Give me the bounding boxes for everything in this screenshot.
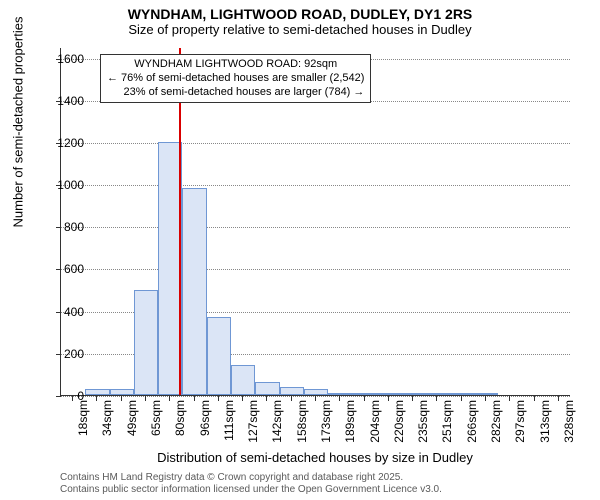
- x-tick-label: 173sqm: [319, 400, 333, 443]
- x-tick-mark: [509, 396, 510, 401]
- x-tick-label: 204sqm: [368, 400, 382, 443]
- x-tick-label: 142sqm: [270, 400, 284, 443]
- x-tick-mark: [461, 396, 462, 401]
- x-tick-label: 80sqm: [173, 400, 187, 436]
- histogram-bar: [377, 393, 401, 395]
- y-tick-label: 1200: [44, 136, 84, 150]
- property-size-histogram: WYNDHAM, LIGHTWOOD ROAD, DUDLEY, DY1 2RS…: [0, 0, 600, 500]
- x-tick-label: 189sqm: [343, 400, 357, 443]
- y-tick-label: 1400: [44, 94, 84, 108]
- histogram-bar: [110, 389, 134, 395]
- histogram-bar: [280, 387, 304, 395]
- y-tick-label: 1600: [44, 52, 84, 66]
- x-tick-label: 282sqm: [489, 400, 503, 443]
- x-tick-mark: [169, 396, 170, 401]
- x-tick-mark: [339, 396, 340, 401]
- x-tick-mark: [534, 396, 535, 401]
- x-tick-label: 297sqm: [513, 400, 527, 443]
- x-tick-label: 266sqm: [465, 400, 479, 443]
- grid-line: [61, 227, 570, 228]
- x-tick-label: 158sqm: [295, 400, 309, 443]
- y-tick-label: 200: [44, 347, 84, 361]
- x-tick-mark: [412, 396, 413, 401]
- x-tick-label: 96sqm: [198, 400, 212, 436]
- histogram-bar: [85, 389, 109, 395]
- histogram-bar: [401, 393, 425, 395]
- footer-line-2: Contains public sector information licen…: [60, 484, 442, 496]
- y-tick-label: 600: [44, 262, 84, 276]
- chart-title: WYNDHAM, LIGHTWOOD ROAD, DUDLEY, DY1 2RS: [0, 0, 600, 22]
- histogram-bar: [231, 365, 255, 395]
- grid-line: [61, 185, 570, 186]
- annotation-box: WYNDHAM LIGHTWOOD ROAD: 92sqm← 76% of se…: [100, 54, 371, 103]
- chart-subtitle: Size of property relative to semi-detach…: [0, 22, 600, 39]
- histogram-bar: [207, 317, 231, 395]
- x-tick-label: 127sqm: [246, 400, 260, 443]
- chart-footer: Contains HM Land Registry data © Crown c…: [60, 472, 442, 496]
- x-tick-label: 313sqm: [538, 400, 552, 443]
- footer-line-1: Contains HM Land Registry data © Crown c…: [60, 472, 442, 484]
- y-axis-label: Number of semi-detached properties: [11, 17, 26, 228]
- x-tick-mark: [242, 396, 243, 401]
- x-tick-mark: [218, 396, 219, 401]
- x-tick-mark: [558, 396, 559, 401]
- x-tick-mark: [194, 396, 195, 401]
- histogram-bar: [425, 393, 449, 395]
- x-tick-label: 49sqm: [125, 400, 139, 436]
- annotation-smaller-line: ← 76% of semi-detached houses are smalle…: [107, 72, 364, 86]
- x-axis-label: Distribution of semi-detached houses by …: [60, 450, 570, 465]
- histogram-bar: [450, 393, 474, 395]
- histogram-bar: [474, 393, 498, 395]
- histogram-bar: [255, 382, 279, 395]
- x-tick-label: 328sqm: [562, 400, 576, 443]
- x-tick-label: 111sqm: [222, 400, 236, 441]
- histogram-bar: [352, 393, 376, 395]
- histogram-bar: [182, 188, 206, 395]
- annotation-title-line: WYNDHAM LIGHTWOOD ROAD: 92sqm: [107, 58, 364, 72]
- y-tick-label: 400: [44, 305, 84, 319]
- y-tick-label: 800: [44, 220, 84, 234]
- x-tick-label: 65sqm: [149, 400, 163, 436]
- x-tick-mark: [485, 396, 486, 401]
- x-tick-mark: [364, 396, 365, 401]
- x-tick-label: 34sqm: [100, 400, 114, 436]
- x-tick-label: 220sqm: [392, 400, 406, 443]
- histogram-bar: [328, 393, 352, 395]
- x-tick-mark: [96, 396, 97, 401]
- x-tick-mark: [388, 396, 389, 401]
- x-tick-mark: [72, 396, 73, 401]
- grid-line: [61, 269, 570, 270]
- x-tick-label: 18sqm: [76, 400, 90, 436]
- y-tick-label: 1000: [44, 178, 84, 192]
- annotation-larger-line: 23% of semi-detached houses are larger (…: [107, 86, 364, 100]
- x-tick-label: 251sqm: [440, 400, 454, 443]
- x-tick-label: 235sqm: [416, 400, 430, 443]
- histogram-bar: [134, 290, 158, 395]
- grid-line: [61, 143, 570, 144]
- x-tick-mark: [315, 396, 316, 401]
- histogram-bar: [304, 389, 328, 395]
- x-tick-mark: [145, 396, 146, 401]
- x-tick-mark: [121, 396, 122, 401]
- x-tick-mark: [266, 396, 267, 401]
- x-tick-mark: [291, 396, 292, 401]
- x-tick-mark: [436, 396, 437, 401]
